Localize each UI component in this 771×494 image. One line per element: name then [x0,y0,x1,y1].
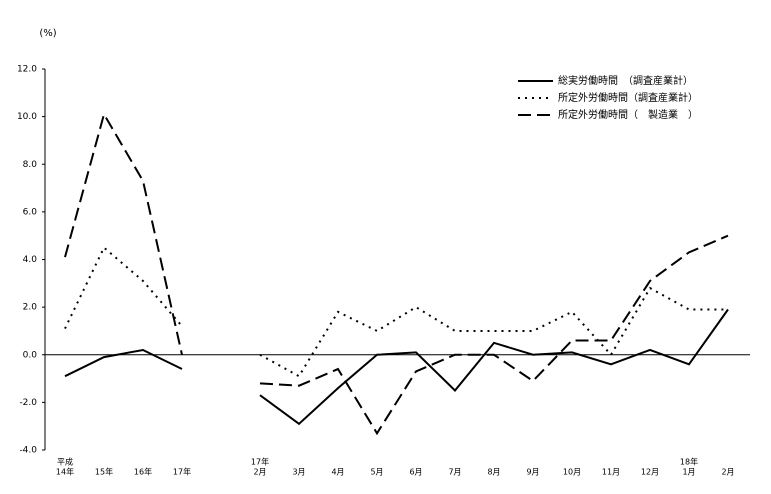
x-tick-label: 6月 [409,468,422,477]
x-tick-label: 7月 [448,468,461,477]
x-tick-label: 11月 [602,468,620,477]
x-tick-label: 18年 [680,457,698,467]
legend-label: 総実労働時間 （調査産業計） [558,74,693,87]
series-line [64,308,729,426]
x-tick-label: 17年 [173,467,191,477]
x-tick-label: 2月 [253,468,266,477]
x-tick-label: 9月 [526,468,539,477]
y-tick-label: -4.0 [19,446,37,456]
legend-label: 所定外労働時間（調査産業計） [558,91,698,104]
y-tick-label: 4.0 [23,255,38,265]
x-tick-label: 16年 [134,467,152,477]
y-tick-label: 10.0 [17,112,37,122]
y-tick-label: 2.0 [23,303,38,313]
y-tick-label: 0.0 [23,350,38,360]
y-tick-label: 8.0 [23,160,38,170]
legend-label: 所定外労働時間（ 製造業 ） [558,108,698,121]
x-tick-label: 1月 [682,468,695,477]
x-tick-label: 17年 [251,457,269,467]
y-tick-label: 6.0 [23,207,38,217]
x-tick-label: 10月 [563,468,581,477]
x-tick-label: 2月 [721,468,734,477]
x-tick-label: 12月 [641,468,659,477]
x-tick-label: 14年 [56,467,74,477]
y-tick-label: 12.0 [17,65,37,75]
x-tick-label: 8月 [487,468,500,477]
x-tick-label: 4月 [331,468,344,477]
x-tick-label: 5月 [370,468,383,477]
series-line [64,245,728,378]
x-tick-label: 15年 [95,467,113,477]
y-tick-label: -2.0 [19,398,37,408]
series-line [64,111,729,436]
y-axis-label: (%) [39,28,56,39]
x-tick-label: 平成 [57,457,73,467]
x-tick-label: 3月 [292,468,305,477]
